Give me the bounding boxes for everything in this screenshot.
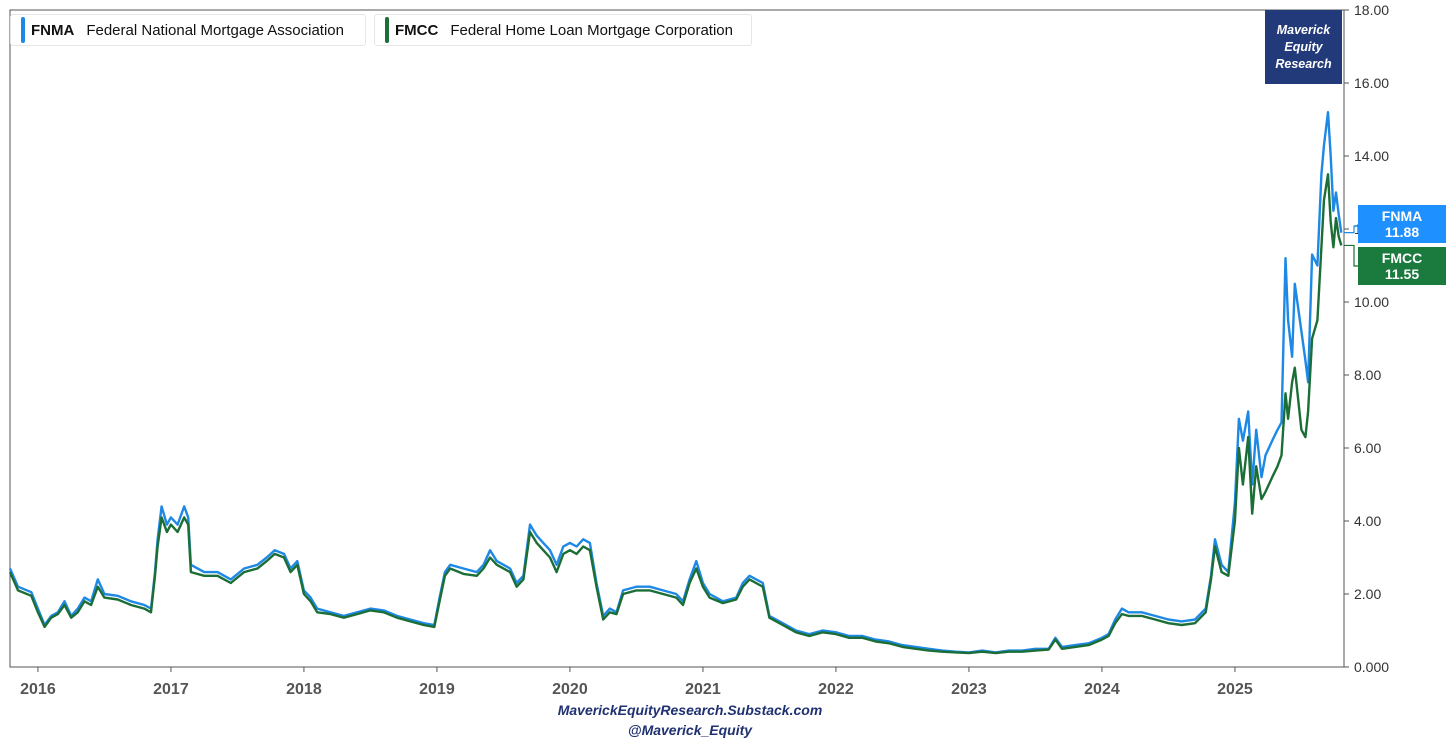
legend-name-fnma: Federal National Mortgage Association: [86, 21, 344, 39]
last-price-value-fnma: 11.88: [1384, 224, 1420, 240]
last-price-ticker-fmcc: FMCC: [1381, 250, 1423, 266]
x-tick-label-1: 2017: [153, 681, 189, 698]
plot-frame: [9, 9, 1345, 668]
y-tick-label-2: 4.00: [1354, 513, 1381, 529]
y-tick-label-1: 2.00: [1354, 586, 1381, 602]
legend-ticker-fmcc: FMCC: [395, 21, 439, 39]
legend-ticker-fnma: FNMA: [31, 21, 75, 39]
y-tick-label-3: 6.00: [1354, 440, 1381, 456]
series-line-fmcc: [8, 173, 1343, 655]
y-tick-label-4: 8.00: [1354, 367, 1381, 383]
footer-site[interactable]: MaverickEquityResearch.Substack.com: [557, 702, 823, 718]
series-layer: [8, 111, 1343, 655]
x-axis: 2016 2017 2018 2019 2020 2021 2022 2023 2024 2025: [20, 667, 1253, 698]
brand-logo: Maverick Equity Research: [1265, 10, 1342, 84]
last-price-tag-fmcc: FMCC 11.55: [1358, 247, 1446, 285]
connector-fmcc: [1344, 244, 1358, 267]
legend-color-fnma: [21, 17, 25, 43]
legend-color-fmcc: [385, 17, 389, 43]
x-tick-label-0: 2016: [20, 681, 56, 698]
last-price-tag-fnma: FNMA 11.88: [1358, 205, 1446, 243]
x-tick-label-3: 2019: [419, 681, 455, 698]
x-tick-label-2: 2018: [286, 681, 322, 698]
brand-line-2: Equity: [1284, 39, 1323, 54]
y-tick-label-5: 10.00: [1354, 294, 1389, 310]
legend-name-fmcc: Federal Home Loan Mortgage Corporation: [450, 21, 733, 39]
last-price-value-fmcc: 11.55: [1384, 266, 1420, 282]
x-tick-label-6: 2022: [818, 681, 854, 698]
y-tick-label-0: 0.000: [1354, 659, 1389, 675]
connector-fnma: [1344, 225, 1358, 234]
legend-item-fmcc[interactable]: FMCC Federal Home Loan Mortgage Corporat…: [374, 14, 752, 46]
y-tick-label-9: 18.00: [1354, 2, 1389, 18]
x-tick-label-9: 2025: [1217, 681, 1253, 698]
x-tick-label-8: 2024: [1084, 681, 1120, 698]
price-tag-connectors: [1344, 225, 1358, 267]
x-tick-label-5: 2021: [685, 681, 721, 698]
y-axis: 0.0002.004.006.008.0010.0012.0014.0016.0…: [1344, 2, 1389, 675]
legend-item-fnma[interactable]: FNMA Federal National Mortgage Associati…: [10, 14, 366, 46]
series-line-fnma: [8, 111, 1343, 654]
x-tick-label-7: 2023: [951, 681, 987, 698]
y-tick-label-7: 14.00: [1354, 148, 1389, 164]
x-tick-label-4: 2020: [552, 681, 588, 698]
brand-line-3: Research: [1275, 56, 1332, 71]
footer-handle[interactable]: @Maverick_Equity: [627, 722, 753, 738]
y-tick-label-8: 16.00: [1354, 75, 1389, 91]
last-price-ticker-fnma: FNMA: [1381, 208, 1423, 224]
brand-line-1: Maverick: [1276, 22, 1331, 37]
